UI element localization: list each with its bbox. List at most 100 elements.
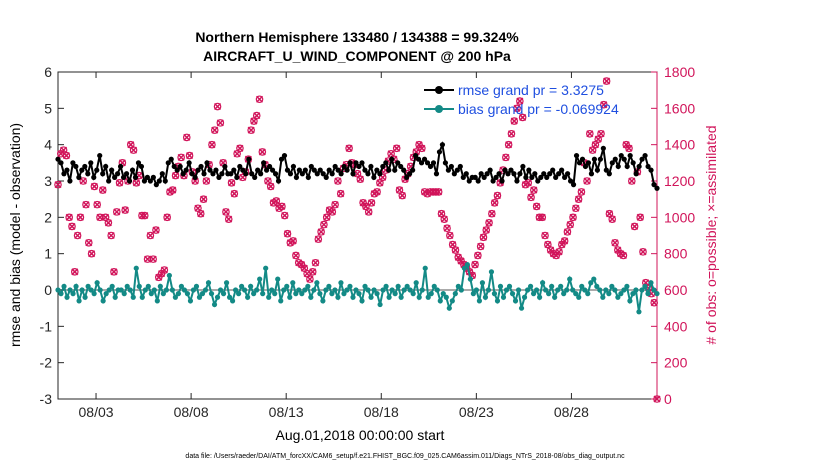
- rmse-point: [556, 171, 562, 177]
- rmse-point: [79, 167, 85, 173]
- obs-possible-point: [258, 148, 267, 156]
- rmse-point: [177, 163, 183, 170]
- bias-point: [461, 265, 467, 271]
- rmse-point: [424, 160, 431, 166]
- obs-assimilated-point: [208, 141, 216, 149]
- obs-possible-point: [283, 229, 292, 238]
- obs-assimilated-point: [65, 213, 73, 221]
- obs-assimilated-point: [311, 259, 320, 267]
- bias-point: [464, 261, 470, 268]
- x-tick-label: 08/23: [459, 404, 494, 420]
- obs-possible-point: [471, 260, 479, 269]
- rmse-point: [255, 167, 261, 173]
- obs-possible-point: [516, 97, 524, 105]
- bias-point: [112, 294, 118, 300]
- obs-assimilated-point: [373, 188, 381, 196]
- obs-assimilated-point: [572, 204, 580, 212]
- bias-point: [639, 287, 645, 293]
- y-tick-label-left: 0: [44, 282, 52, 298]
- obs-assimilated-point: [88, 250, 96, 258]
- rmse-point: [198, 163, 204, 170]
- obs-assimilated-point: [600, 101, 608, 109]
- rmse-point: [287, 171, 294, 177]
- rmse-point: [112, 174, 118, 180]
- rmse-point: [326, 167, 332, 173]
- rmse-point: [70, 160, 76, 166]
- obs-assimilated-point: [418, 144, 426, 152]
- y-tick-label-left: -2: [40, 355, 53, 371]
- obs-assimilated-point: [544, 241, 552, 249]
- obs-assimilated-point: [479, 233, 487, 241]
- rmse-point: [481, 174, 487, 180]
- rmse-point: [88, 160, 94, 166]
- obs-assimilated-point: [328, 208, 336, 216]
- rmse-point: [308, 163, 314, 170]
- obs-assimilated-point: [113, 208, 121, 216]
- bias-point: [169, 287, 175, 293]
- bias-point: [287, 294, 293, 300]
- obs-assimilated-point: [527, 193, 535, 201]
- rmse-point: [430, 160, 437, 166]
- bias-point: [603, 287, 609, 293]
- bias-point: [648, 280, 654, 286]
- obs-possible-point: [653, 395, 661, 403]
- bias-point: [576, 294, 582, 300]
- obs-possible-point: [488, 209, 496, 218]
- obs-assimilated-point: [591, 141, 599, 149]
- y-tick-label-right: 1200: [664, 173, 695, 189]
- obs-assimilated-point: [314, 235, 322, 243]
- obs-assimilated-point: [426, 188, 434, 196]
- rmse-point: [61, 171, 67, 177]
- bias-point: [305, 283, 311, 289]
- rmse-point: [350, 171, 356, 177]
- rmse-point: [410, 167, 416, 173]
- rmse-point: [496, 171, 502, 177]
- rmse-point: [281, 152, 288, 159]
- rmse-point: [249, 171, 255, 177]
- bias-point: [55, 287, 61, 293]
- obs-possible-point: [152, 226, 160, 234]
- rmse-point: [335, 167, 341, 173]
- obs-assimilated-point: [505, 141, 513, 149]
- rmse-point: [624, 163, 630, 170]
- rmse-point: [627, 152, 633, 159]
- obs-assimilated-point: [398, 192, 406, 200]
- bias-point: [609, 283, 615, 289]
- bias-point: [211, 301, 218, 308]
- obs-assimilated-point: [513, 104, 521, 112]
- obs-assimilated-point: [132, 179, 140, 187]
- obs-possible-point: [625, 144, 633, 153]
- obs-possible-point: [513, 104, 521, 113]
- obs-assimilated-point: [253, 112, 261, 120]
- bias-point: [118, 287, 124, 293]
- rmse-point: [344, 167, 350, 173]
- bias-point: [317, 291, 323, 297]
- bias-point: [437, 298, 443, 304]
- rmse-point: [475, 178, 481, 184]
- rmse-point: [520, 163, 526, 170]
- obs-possible-point: [504, 140, 513, 149]
- bias-point: [106, 287, 112, 293]
- bias-point: [338, 280, 344, 286]
- obs-assimilated-point: [60, 146, 68, 154]
- rmse-point: [559, 167, 565, 173]
- rmse-point: [404, 174, 410, 180]
- rmse-point: [234, 174, 240, 180]
- obs-assimilated-point: [516, 97, 524, 105]
- rmse-point: [529, 174, 535, 180]
- bias-point: [404, 283, 410, 289]
- y-axis-label-right: # of obs: o=possible; ×=assimilated: [703, 125, 719, 344]
- bias-point: [299, 291, 305, 297]
- obs-possible-point: [107, 231, 115, 240]
- obs-assimilated-point: [309, 268, 317, 276]
- obs-assimilated-point: [451, 246, 459, 254]
- obs-assimilated-point: [437, 210, 446, 218]
- obs-assimilated-point: [541, 231, 549, 240]
- obs-possible-point: [577, 188, 586, 196]
- obs-possible-point: [110, 268, 118, 276]
- y-tick-label-right: 1800: [664, 64, 695, 80]
- bias-point: [612, 287, 618, 293]
- rmse-point: [576, 160, 583, 166]
- rmse-point: [123, 171, 130, 177]
- bias-point: [263, 265, 269, 271]
